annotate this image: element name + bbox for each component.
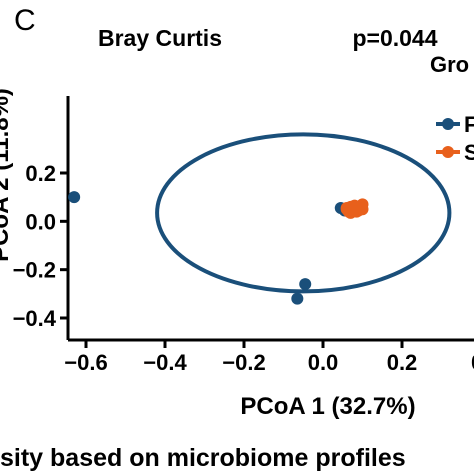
data-point-f (299, 278, 312, 291)
y-tick-label: 0.2 (25, 161, 56, 186)
x-tick-label: 0.2 (387, 350, 418, 375)
data-point-s (350, 200, 363, 213)
legend-swatch-point (442, 146, 454, 158)
x-tick-label: 0 (471, 350, 474, 375)
y-tick-label: −0.4 (13, 306, 57, 331)
data-point-f (68, 191, 81, 204)
confidence-ellipse (155, 132, 452, 294)
data-point-s (340, 202, 353, 215)
y-tick-label: 0.0 (25, 209, 56, 234)
x-tick-label: −0.4 (143, 350, 187, 375)
legend-label: S (464, 140, 474, 165)
p-value-annotation: p=0.044 (352, 25, 437, 51)
x-tick-label: −0.2 (222, 350, 265, 375)
data-point-f (291, 292, 304, 305)
legend-swatch-point (442, 118, 454, 130)
legend-label: F (464, 112, 474, 137)
y-axis-title: PCoA 2 (11.8%) (0, 88, 14, 262)
x-tick-label: 0.0 (308, 350, 339, 375)
chart-title: Bray Curtis (98, 25, 222, 51)
legend-title: Gro (430, 52, 469, 77)
figure-caption: sity based on microbiome profiles (0, 444, 406, 472)
y-tick-label: −0.2 (13, 258, 56, 283)
x-tick-label: −0.6 (64, 350, 107, 375)
panel-label: C (14, 4, 36, 37)
x-axis-title: PCoA 1 (32.7%) (240, 393, 415, 420)
